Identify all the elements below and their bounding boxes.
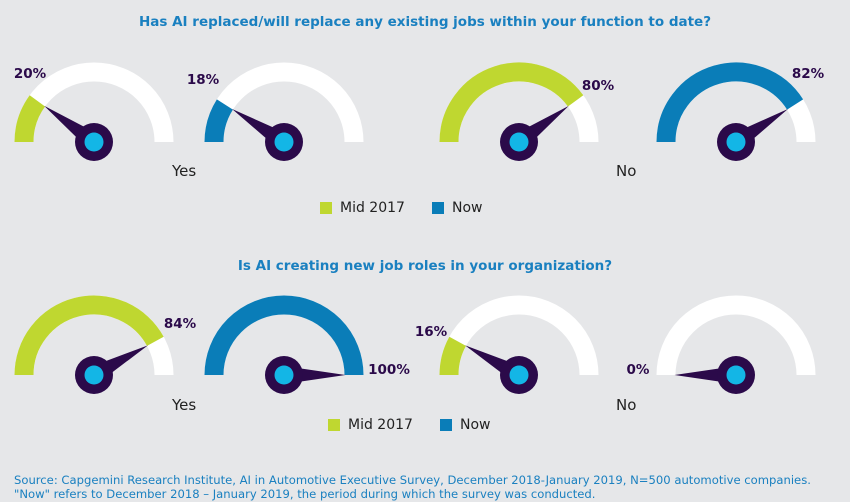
value-label: 20% [13,66,47,82]
legend-label: Now [460,417,491,433]
gauge-hub-center [726,365,746,385]
group-label-no: No [616,162,637,180]
legend-mid2017: Mid 2017 [320,200,405,216]
legend-label: Mid 2017 [348,417,413,433]
gauge-hub-center [84,365,104,385]
gauge-q1-yes-mid2017 [14,62,174,161]
gauge-hub-center [509,132,529,152]
value-label: 0% [626,362,650,378]
value-label: 80% [581,78,615,94]
gauge-fill [204,99,234,143]
gauge-q2-no-mid2017 [439,295,599,394]
gauge-fill [204,295,364,376]
source-note: Source: Capgemini Research Institute, AI… [14,473,811,501]
gauge-hub-center [509,365,529,385]
gauge-hub-center [274,365,294,385]
gauge-fill [14,295,164,376]
gauge-q1-yes-now [204,62,364,161]
legend-now: Now [432,200,483,216]
gauge-track [656,295,816,376]
value-label: 18% [186,72,220,88]
value-label: 82% [791,66,825,82]
legend-swatch [328,419,340,431]
gauge-q2-yes-now [204,295,364,394]
legend-swatch [320,202,332,214]
legend-mid2017: Mid 2017 [328,417,413,433]
source-line-2: "Now" refers to December 2018 – January … [14,487,596,501]
group-label-yes: Yes [172,162,197,180]
legend-now: Now [440,417,491,433]
chart-title-1: Has AI replaced/will replace any existin… [138,14,712,30]
legend-label: Mid 2017 [340,200,405,216]
gauge-fill [656,62,804,143]
gauge-hub-center [274,132,294,152]
legend-swatch [432,202,444,214]
legend-label: Now [452,200,483,216]
group-label-yes: Yes [172,396,197,414]
gauge-q2-yes-mid2017 [14,295,174,394]
gauge-q2-no-now [656,295,816,394]
value-label: 84% [163,316,197,332]
legend-swatch [440,419,452,431]
gauge-q1-no-now [656,62,816,161]
gauge-hub-center [726,132,746,152]
gauge-q1-no-mid2017 [439,62,599,161]
gauge-hub-center [84,132,104,152]
chart-title-2: Is AI creating new job roles in your org… [237,258,613,274]
value-label: 100% [368,362,410,378]
gauge-fill [439,336,467,376]
source-line-1: Source: Capgemini Research Institute, AI… [14,473,811,487]
group-label-no: No [616,396,637,414]
gauge-fill [14,95,46,143]
gauge-fill [439,62,584,143]
value-label: 16% [414,324,448,340]
